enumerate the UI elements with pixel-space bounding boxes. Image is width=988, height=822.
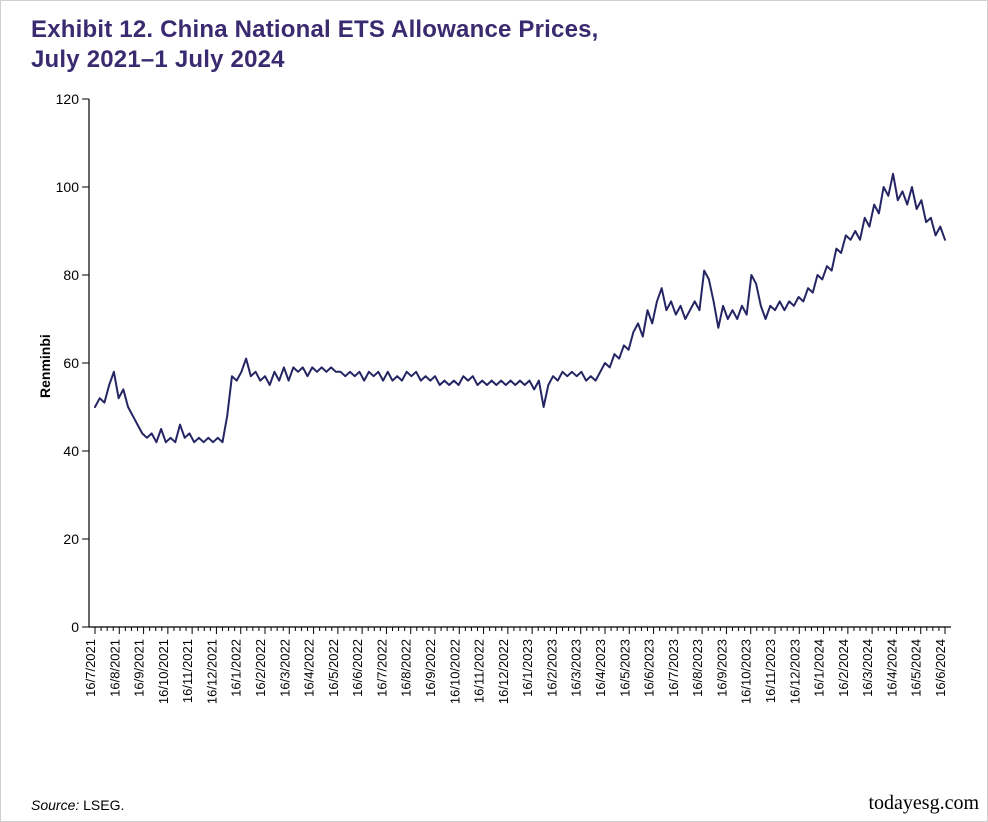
- svg-text:100: 100: [56, 179, 80, 195]
- svg-text:16/4/2022: 16/4/2022: [302, 639, 317, 697]
- svg-text:16/6/2023: 16/6/2023: [642, 639, 657, 697]
- svg-text:16/5/2024: 16/5/2024: [909, 639, 924, 697]
- svg-text:16/7/2023: 16/7/2023: [666, 639, 681, 697]
- svg-text:16/3/2023: 16/3/2023: [569, 639, 584, 697]
- chart-svg: 0 20 40 60 80 100 120 16/7/2021 16/8/2021 16/9/20…: [31, 89, 959, 779]
- svg-text:16/2/2023: 16/2/2023: [544, 639, 559, 697]
- chart-title-line1: Exhibit 12. China National ETS Allowance…: [31, 15, 599, 45]
- svg-text:16/1/2023: 16/1/2023: [520, 639, 535, 697]
- svg-text:16/8/2021: 16/8/2021: [107, 639, 122, 697]
- chart-title-line2: July 2021–1 July 2024: [31, 45, 599, 75]
- svg-text:16/12/2023: 16/12/2023: [787, 639, 802, 704]
- svg-text:16/11/2021: 16/11/2021: [180, 639, 195, 703]
- watermark: todayesg.com: [868, 792, 979, 815]
- chart: 0 20 40 60 80 100 120 16/7/2021 16/8/2021 16/9/20…: [31, 89, 959, 779]
- svg-text:16/8/2023: 16/8/2023: [690, 639, 705, 697]
- svg-text:16/9/2022: 16/9/2022: [423, 639, 438, 697]
- svg-text:16/10/2023: 16/10/2023: [739, 639, 754, 704]
- svg-text:16/5/2023: 16/5/2023: [617, 639, 632, 697]
- svg-text:16/9/2023: 16/9/2023: [714, 639, 729, 697]
- svg-text:16/9/2021: 16/9/2021: [132, 639, 147, 697]
- svg-text:16/8/2022: 16/8/2022: [399, 639, 414, 697]
- exhibit-container: Exhibit 12. China National ETS Allowance…: [0, 0, 988, 822]
- svg-text:16/2/2022: 16/2/2022: [253, 639, 268, 697]
- svg-text:16/11/2023: 16/11/2023: [763, 639, 778, 703]
- svg-text:0: 0: [71, 619, 79, 635]
- svg-text:120: 120: [56, 91, 80, 107]
- svg-text:16/6/2024: 16/6/2024: [933, 639, 948, 697]
- svg-text:16/10/2021: 16/10/2021: [156, 639, 171, 704]
- svg-text:16/10/2022: 16/10/2022: [447, 639, 462, 704]
- svg-text:16/12/2022: 16/12/2022: [496, 639, 511, 704]
- chart-title: Exhibit 12. China National ETS Allowance…: [31, 15, 599, 75]
- svg-text:16/4/2024: 16/4/2024: [884, 639, 899, 697]
- svg-text:16/3/2024: 16/3/2024: [860, 639, 875, 697]
- svg-text:16/4/2023: 16/4/2023: [593, 639, 608, 697]
- svg-text:16/3/2022: 16/3/2022: [277, 639, 292, 697]
- svg-text:16/5/2022: 16/5/2022: [326, 639, 341, 697]
- source-label: Source:: [31, 797, 79, 813]
- svg-text:16/7/2021: 16/7/2021: [83, 639, 98, 697]
- svg-text:16/2/2024: 16/2/2024: [836, 639, 851, 697]
- svg-text:16/6/2022: 16/6/2022: [350, 639, 365, 697]
- svg-text:60: 60: [63, 355, 79, 371]
- svg-text:16/1/2024: 16/1/2024: [812, 639, 827, 697]
- source-citation: Source: LSEG.: [31, 797, 124, 813]
- svg-text:16/7/2022: 16/7/2022: [374, 639, 389, 697]
- svg-text:80: 80: [63, 267, 79, 283]
- svg-text:40: 40: [63, 443, 79, 459]
- svg-text:20: 20: [63, 531, 79, 547]
- y-axis-label: Renminbi: [37, 334, 53, 398]
- source-value: LSEG.: [83, 797, 124, 813]
- svg-text:16/1/2022: 16/1/2022: [229, 639, 244, 697]
- svg-text:16/11/2022: 16/11/2022: [472, 639, 487, 703]
- svg-text:16/12/2021: 16/12/2021: [204, 639, 219, 704]
